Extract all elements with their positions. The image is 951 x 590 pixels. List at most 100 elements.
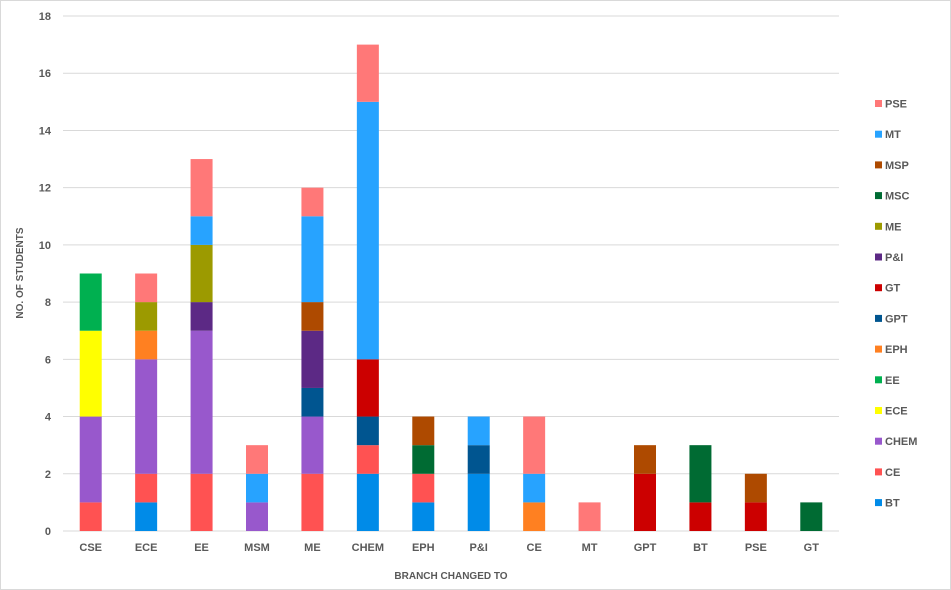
- x-tick-label: CHEM: [352, 542, 384, 554]
- bar-segment-chem: [246, 502, 268, 531]
- legend-swatch: [875, 130, 882, 138]
- legend-swatch: [875, 314, 882, 322]
- legend-swatch: [875, 468, 882, 476]
- legend-swatch: [875, 161, 882, 169]
- legend-label: PSE: [885, 99, 907, 111]
- bar-segment-pse: [356, 44, 379, 102]
- legend-swatch: [875, 284, 882, 292]
- bar-segment-bt: [135, 502, 158, 531]
- x-tick-label: MT: [582, 542, 598, 554]
- bar-segment-msp: [634, 445, 656, 474]
- bar-segment-mt: [356, 101, 379, 360]
- legend-label: MT: [885, 129, 901, 141]
- legend-label: MSC: [885, 191, 910, 203]
- bar-segment-gpt: [356, 416, 379, 446]
- bar-segment-gpt: [467, 445, 490, 474]
- bar-segment-msp: [301, 302, 324, 331]
- y-tick-label: 16: [39, 68, 51, 80]
- bar-segment-pse: [135, 273, 158, 303]
- y-axis-title: NO. OF STUDENTS: [15, 227, 26, 318]
- bar-segment-ce: [356, 445, 379, 474]
- bar-segment-chem: [135, 359, 158, 474]
- bar-segment-pse: [190, 159, 213, 217]
- legend-swatch: [875, 499, 882, 507]
- x-tick-label: EE: [194, 542, 209, 554]
- bar-segment-eph: [135, 330, 158, 360]
- legend-label: EPH: [885, 344, 908, 356]
- x-tick-label: GT: [804, 542, 820, 554]
- bar-segment-chem: [79, 416, 102, 503]
- x-tick-label: P&I: [470, 542, 488, 554]
- y-tick-label: 8: [45, 297, 51, 309]
- bar-segment-msc: [412, 445, 435, 474]
- legend-swatch: [875, 407, 882, 414]
- bar-segment-chem: [190, 330, 213, 474]
- bar-segment-bt: [467, 473, 490, 531]
- bar-segment-ce: [135, 473, 158, 503]
- bar-segment-msc: [689, 445, 712, 503]
- y-tick-label: 14: [39, 125, 52, 137]
- legend-label: ME: [885, 221, 902, 233]
- bar-segment-mt: [190, 216, 213, 245]
- bar-segment-gpt: [301, 387, 324, 417]
- bar-segment-gt: [356, 359, 379, 417]
- legend-label: GT: [885, 283, 901, 295]
- bar-segment-gt: [689, 502, 712, 531]
- legend-label: CE: [885, 467, 900, 479]
- x-axis-title: BRANCH CHANGED TO: [394, 571, 507, 582]
- bar-segment-ece: [79, 330, 102, 417]
- bar-segment-me: [190, 244, 213, 303]
- x-tick-label: MSM: [244, 542, 270, 554]
- bar-segment-msp: [744, 473, 767, 503]
- bar-segment-msc: [800, 502, 823, 531]
- bar-segment-pse: [523, 416, 546, 474]
- bar-segment-bt: [356, 473, 379, 531]
- legend-label: EE: [885, 375, 900, 387]
- bar-segment-chem: [301, 416, 324, 474]
- legend-label: P&I: [885, 252, 903, 264]
- bar-segment-ee: [79, 273, 102, 331]
- bar-segment-ce: [412, 473, 435, 503]
- bar-segment-pse: [301, 187, 324, 217]
- legend-label: MSP: [885, 160, 909, 172]
- x-tick-label: CSE: [79, 542, 102, 554]
- legend-swatch: [875, 222, 882, 230]
- bar-segment-mt: [523, 473, 546, 503]
- bar-segment-pse: [578, 502, 601, 531]
- bar-segment-mt: [301, 216, 324, 303]
- bar-segment-pi: [190, 302, 213, 331]
- bar-segment-ce: [79, 502, 102, 531]
- legend-swatch: [875, 376, 882, 384]
- bar-segment-mt: [246, 473, 268, 503]
- legend-swatch: [875, 192, 882, 200]
- x-tick-label: GPT: [634, 542, 657, 554]
- bar-segment-pi: [301, 330, 324, 388]
- bar-segment-eph: [523, 502, 546, 531]
- legend-label: ECE: [885, 406, 908, 418]
- bar-segment-msp: [412, 416, 435, 446]
- y-tick-label: 6: [45, 354, 51, 366]
- y-tick-label: 10: [39, 240, 51, 252]
- bar-segment-mt: [467, 416, 490, 446]
- legend-swatch: [875, 253, 882, 261]
- x-tick-label: ME: [304, 542, 321, 554]
- y-tick-label: 2: [45, 469, 51, 481]
- x-tick-label: PSE: [745, 542, 767, 554]
- x-tick-label: CE: [527, 542, 542, 554]
- legend-swatch: [875, 437, 882, 445]
- bar-segment-bt: [412, 502, 435, 531]
- x-tick-label: EPH: [412, 542, 435, 554]
- bar-segment-ce: [301, 473, 324, 531]
- x-tick-label: ECE: [135, 542, 158, 554]
- legend-swatch: [875, 100, 882, 107]
- y-tick-label: 12: [39, 183, 51, 195]
- bar-segment-gt: [744, 502, 767, 531]
- y-tick-label: 0: [45, 526, 51, 538]
- legend-swatch: [875, 345, 882, 353]
- legend-label: CHEM: [885, 436, 917, 448]
- bar-segment-pse: [246, 445, 268, 474]
- bar-segment-gt: [634, 473, 656, 531]
- bar-segment-ce: [190, 473, 213, 531]
